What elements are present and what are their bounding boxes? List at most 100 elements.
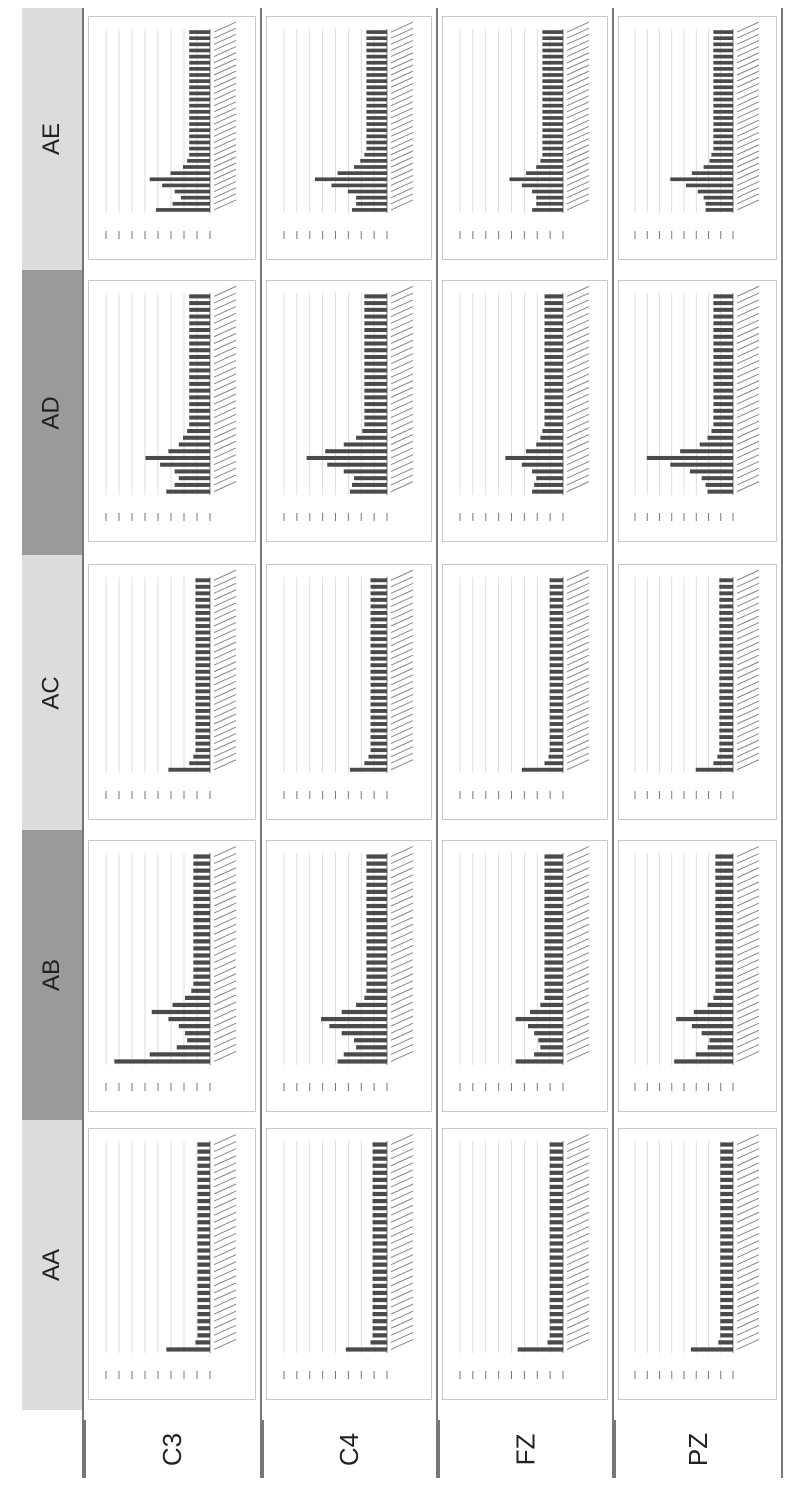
category-tick [390, 299, 414, 311]
bar [197, 1163, 210, 1168]
grid-line [781, 8, 783, 1478]
category-tick [390, 138, 414, 150]
category-tick [736, 909, 760, 921]
category-tick [390, 125, 414, 137]
category-tick [736, 1233, 760, 1244]
category-tick [736, 373, 760, 385]
category-tick [213, 674, 237, 686]
bar [713, 341, 733, 346]
bar [549, 604, 563, 609]
bar [195, 604, 210, 609]
category-tick [390, 1141, 414, 1153]
bar [195, 695, 210, 700]
category-tick [390, 193, 414, 205]
category-tick [736, 82, 760, 94]
category-tick [213, 58, 237, 70]
category-tick [566, 1051, 590, 1062]
bar [370, 689, 387, 694]
bar [530, 1009, 563, 1015]
category-tick [390, 333, 414, 344]
category-tick [736, 674, 760, 686]
bar [719, 604, 733, 609]
bar [366, 42, 387, 47]
bar [720, 1290, 733, 1296]
category-tick [566, 1197, 590, 1209]
category-tick [566, 366, 590, 378]
bar [540, 159, 563, 163]
category-tick [566, 595, 590, 607]
bar [549, 689, 563, 694]
category-tick [213, 199, 237, 211]
bar [189, 128, 210, 133]
bar [195, 650, 210, 655]
column-header-label: AB [37, 958, 65, 992]
bar [544, 882, 563, 887]
bar [149, 1052, 210, 1057]
chart-fz-ac [442, 564, 608, 820]
category-tick [390, 40, 414, 51]
bar [549, 1177, 563, 1182]
bar [719, 630, 733, 635]
bar [195, 1340, 210, 1345]
bar [544, 341, 563, 346]
chart-svg [283, 569, 414, 799]
category-tick [566, 193, 590, 205]
category-tick [390, 427, 414, 439]
category-tick [213, 150, 237, 162]
bar [542, 67, 563, 71]
category-tick [390, 909, 414, 921]
bar [366, 939, 387, 944]
category-tick [736, 89, 760, 100]
bar [549, 1227, 563, 1232]
category-tick [213, 353, 237, 365]
category-tick [390, 1303, 414, 1315]
category-tick [390, 467, 414, 479]
category-tick [213, 1310, 237, 1322]
bar [366, 109, 387, 114]
category-tick [736, 407, 760, 419]
category-tick [213, 46, 237, 58]
category-tick [736, 1296, 760, 1308]
bar [544, 408, 563, 413]
chart-svg [634, 21, 760, 239]
category-tick [566, 1233, 590, 1244]
bar [193, 918, 210, 923]
bar [189, 109, 210, 114]
category-tick [390, 1211, 414, 1223]
bar [720, 1269, 733, 1274]
row-header-label: C4 [334, 1432, 365, 1466]
category-tick [566, 680, 590, 692]
bar [366, 122, 387, 126]
bar [197, 1312, 210, 1317]
bar [351, 208, 387, 212]
bar [544, 307, 563, 312]
bar [544, 939, 563, 944]
bar [372, 1290, 387, 1296]
bar [366, 103, 387, 108]
bar [197, 1248, 210, 1253]
bar [364, 348, 387, 353]
bar [525, 171, 563, 175]
category-tick [736, 386, 760, 398]
category-tick [213, 193, 237, 205]
bar [366, 903, 387, 909]
bar [372, 1312, 387, 1317]
bar [187, 429, 210, 434]
chart-svg [105, 846, 237, 1091]
category-tick [390, 937, 414, 949]
bar [549, 1326, 563, 1331]
bar [719, 728, 733, 733]
category-tick [390, 95, 414, 107]
bar [532, 469, 563, 474]
bar [193, 868, 210, 873]
bar [720, 1297, 733, 1303]
bar [168, 1016, 210, 1022]
bar [195, 715, 210, 720]
bar [364, 408, 387, 413]
bar [189, 122, 210, 126]
bar [711, 429, 733, 434]
bar [345, 1347, 387, 1352]
chart-svg [634, 1134, 760, 1379]
category-tick [390, 867, 414, 879]
category-tick [213, 661, 237, 673]
